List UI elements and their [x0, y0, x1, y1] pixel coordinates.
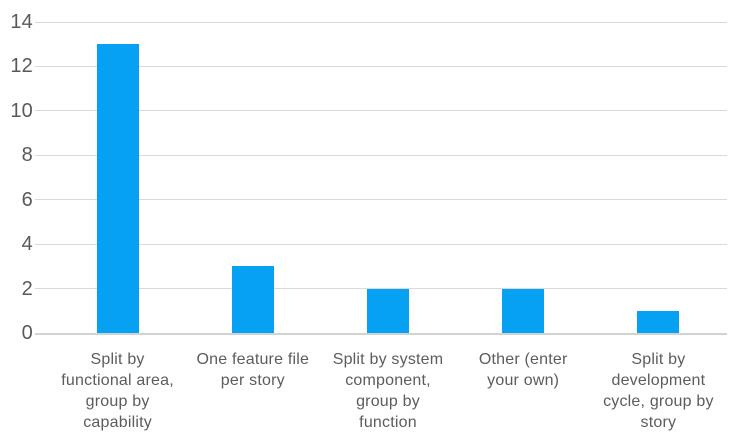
gridline	[35, 65, 727, 67]
y-axis-tick-label: 6	[21, 188, 33, 211]
gridline	[35, 110, 727, 112]
gridline	[35, 21, 727, 23]
y-axis-tick-label: 14	[10, 11, 33, 33]
y-axis-tick-label: 0	[21, 322, 33, 344]
y-axis-tick-label: 12	[10, 55, 33, 78]
x-axis-category-label: Split by system component, group by func…	[332, 351, 444, 431]
y-axis-tick-label: 8	[21, 144, 33, 167]
x-axis-category-label: Other (enter your own)	[478, 351, 568, 389]
gridline	[35, 199, 727, 201]
x-axis-line	[35, 333, 727, 335]
x-axis-category-label: Split by functional area, group by capab…	[61, 351, 174, 431]
y-axis-tick-label: 4	[21, 233, 33, 256]
bar	[96, 44, 139, 333]
bar	[637, 310, 680, 333]
x-axis-category-label: Split by development cycle, group by sto…	[603, 351, 714, 431]
bar	[367, 288, 409, 333]
gridline	[35, 154, 727, 156]
gridline	[35, 243, 727, 245]
bar	[231, 266, 274, 333]
x-axis-category-label: One feature file per story	[196, 351, 310, 389]
y-axis-tick-label: 2	[21, 277, 33, 300]
y-axis-tick-label: 10	[10, 99, 33, 122]
bar	[502, 288, 545, 333]
